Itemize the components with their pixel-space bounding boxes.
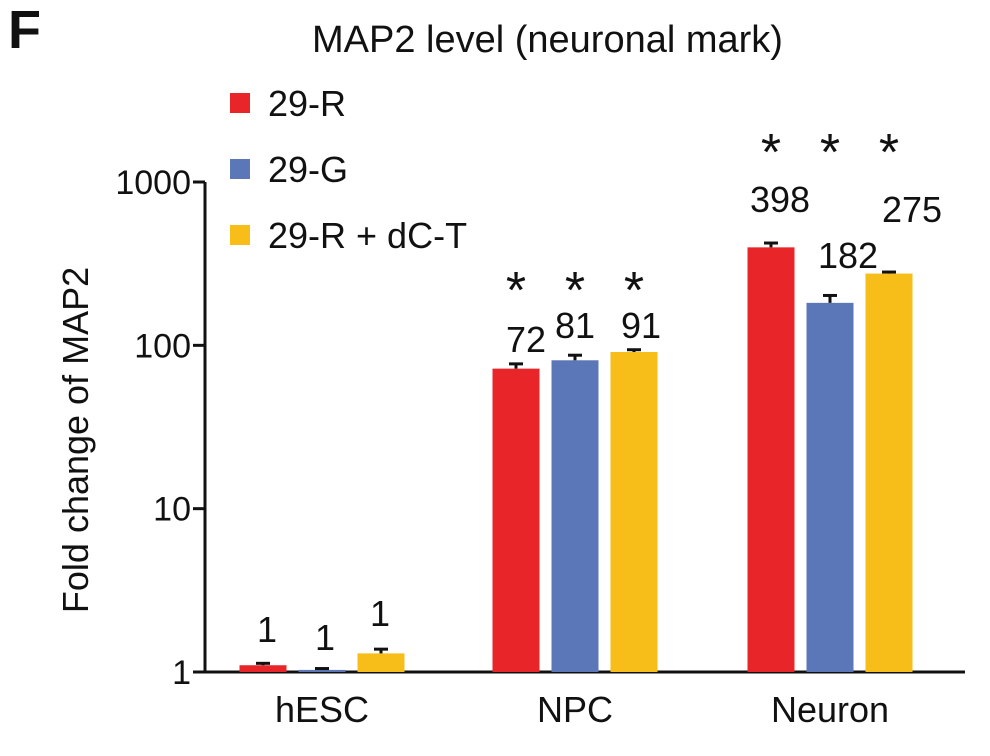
bar	[551, 360, 599, 672]
x-category-label: hESC	[275, 689, 369, 730]
data-label: 182	[818, 235, 878, 276]
panel-letter: F	[8, 0, 41, 60]
data-label: 72	[506, 319, 546, 360]
data-label: 81	[555, 305, 595, 346]
axes: 1 10 100 1000 hESC NPC Neuron	[115, 164, 965, 730]
y-tick-label: 1	[172, 654, 191, 692]
bar	[239, 665, 287, 672]
significance-star: *	[761, 124, 781, 182]
bar	[865, 273, 913, 672]
bar	[357, 653, 405, 672]
significance-star: *	[624, 262, 644, 320]
bar	[806, 302, 854, 672]
bar	[610, 352, 658, 672]
legend-label: 29-R	[268, 83, 346, 124]
significance-star: *	[879, 124, 899, 182]
data-label: 398	[750, 179, 810, 220]
significance-star: *	[820, 124, 840, 182]
x-category-label: Neuron	[771, 689, 889, 730]
legend-label: 29-R + dC-T	[268, 215, 467, 256]
bar	[298, 669, 346, 672]
chart-title: MAP2 level (neuronal mark)	[312, 19, 783, 61]
data-label: 91	[621, 305, 661, 346]
y-tick-label: 100	[134, 327, 191, 365]
x-category-label: NPC	[537, 689, 613, 730]
bar	[747, 247, 795, 673]
significance-star: *	[565, 262, 585, 320]
data-label: 1	[257, 609, 277, 650]
legend-swatch	[230, 159, 250, 179]
significance-star: *	[506, 262, 526, 320]
y-tick-label: 10	[153, 491, 191, 529]
data-label: 1	[370, 593, 390, 634]
legend: 29-R 29-G 29-R + dC-T	[230, 83, 467, 256]
y-tick-label: 1000	[115, 164, 191, 202]
data-label: 275	[882, 189, 942, 230]
legend-label: 29-G	[268, 149, 348, 190]
legend-swatch	[230, 93, 250, 113]
y-axis-label: Fold change of MAP2	[55, 267, 96, 613]
bars-group	[239, 241, 913, 673]
bar	[492, 368, 540, 672]
legend-swatch	[230, 225, 250, 245]
data-label: 1	[315, 617, 335, 658]
